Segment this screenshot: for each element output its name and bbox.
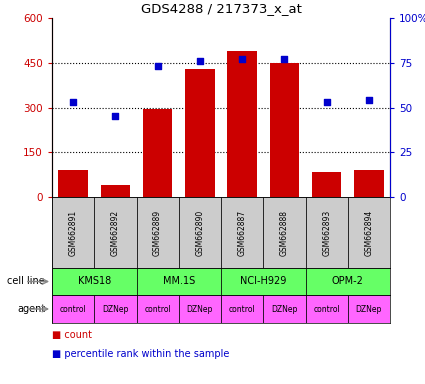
Bar (58, 170, 88, 197)
Point (154, 63, 161, 70)
Bar (94, 295, 136, 323)
Text: ■ count: ■ count (52, 330, 92, 340)
Bar (179, 197, 221, 268)
Bar (263, 295, 306, 323)
Point (323, 99, 330, 105)
Bar (354, 170, 384, 197)
Text: GSM662888: GSM662888 (280, 210, 289, 255)
Text: GSM662891: GSM662891 (68, 209, 78, 256)
Text: DZNep: DZNep (271, 305, 297, 313)
Text: OPM-2: OPM-2 (332, 276, 364, 286)
Text: control: control (313, 305, 340, 313)
Point (112, 113, 119, 119)
Point (239, 56, 246, 62)
Bar (221, 295, 263, 323)
Text: DZNep: DZNep (356, 305, 382, 313)
Bar (185, 69, 215, 197)
Text: GSM662894: GSM662894 (364, 209, 374, 256)
Bar (348, 295, 390, 323)
Bar (179, 295, 221, 323)
Text: agent: agent (17, 304, 45, 314)
Text: GSM662890: GSM662890 (196, 209, 204, 256)
Text: MM.1S: MM.1S (163, 276, 195, 286)
Bar (306, 197, 348, 268)
Text: control: control (60, 305, 87, 313)
Text: ■ percentile rank within the sample: ■ percentile rank within the sample (52, 349, 230, 359)
Bar (306, 295, 348, 323)
Text: GSM662892: GSM662892 (111, 209, 120, 256)
Bar (136, 268, 221, 295)
Bar (221, 268, 306, 295)
Bar (136, 197, 179, 268)
Text: GSM662887: GSM662887 (238, 209, 246, 256)
Text: NCI-H929: NCI-H929 (240, 276, 286, 286)
Text: DZNep: DZNep (187, 305, 213, 313)
Bar (136, 295, 179, 323)
Text: cell line: cell line (8, 276, 45, 286)
Bar (143, 109, 173, 197)
Bar (312, 172, 341, 197)
Text: GSM662889: GSM662889 (153, 209, 162, 256)
Text: control: control (144, 305, 171, 313)
Text: KMS18: KMS18 (78, 276, 111, 286)
Bar (269, 63, 299, 197)
Point (366, 97, 372, 103)
Text: GSM662893: GSM662893 (322, 209, 331, 256)
Point (196, 58, 203, 64)
Bar (94, 197, 136, 268)
Bar (221, 197, 263, 268)
Bar (52, 295, 94, 323)
Bar (52, 197, 94, 268)
Bar (348, 197, 390, 268)
Point (70, 99, 76, 105)
Title: GDS4288 / 217373_x_at: GDS4288 / 217373_x_at (141, 2, 301, 15)
Bar (227, 51, 257, 197)
Text: control: control (229, 305, 255, 313)
Bar (101, 185, 130, 197)
Text: DZNep: DZNep (102, 305, 128, 313)
Bar (263, 197, 306, 268)
Point (281, 56, 288, 62)
Bar (52, 268, 136, 295)
Bar (306, 268, 390, 295)
